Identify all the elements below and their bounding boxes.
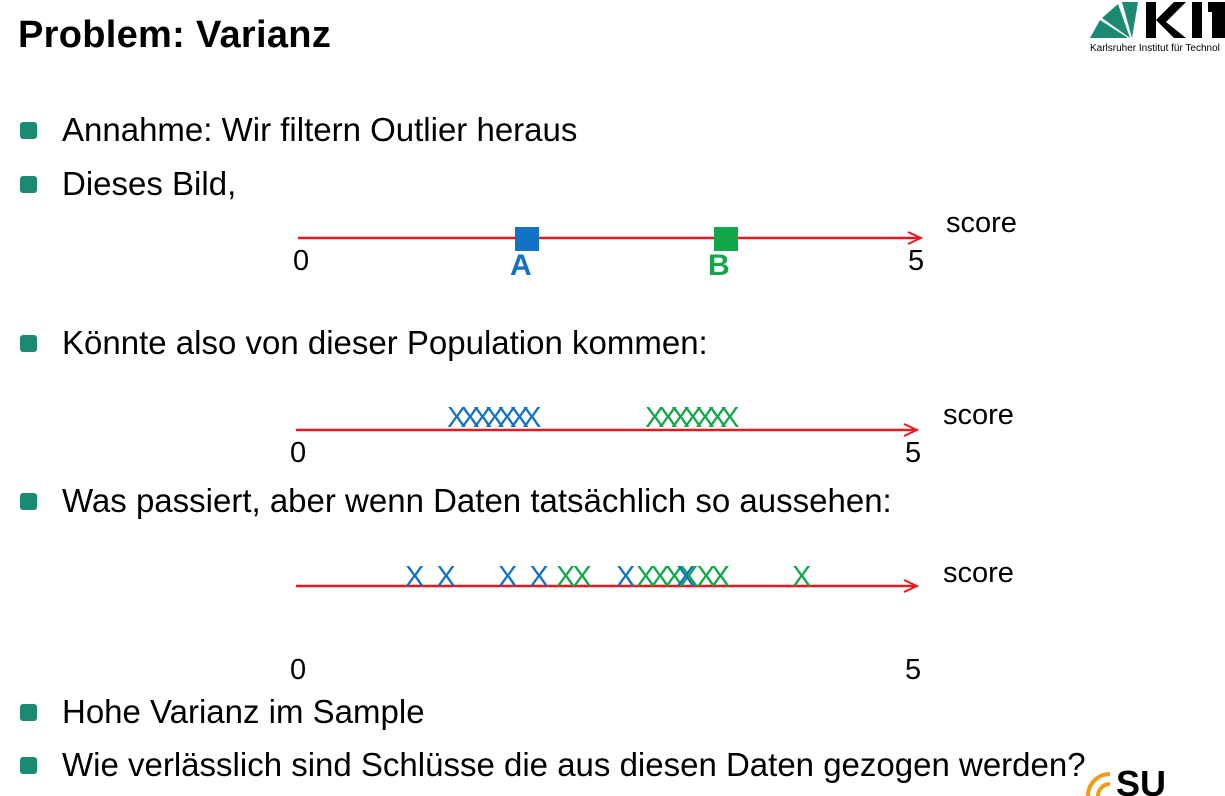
- marker-a: [515, 227, 539, 251]
- marker-a-label: A: [510, 249, 532, 282]
- footer-logo: SU: [1086, 763, 1166, 796]
- sample-green: X: [792, 561, 812, 593]
- axis-label: score: [946, 207, 1017, 239]
- bullet-text: Was passiert, aber wenn Daten tatsächlic…: [62, 482, 892, 519]
- population-green: X XXXXXX: [645, 402, 740, 434]
- sample-green: XX: [556, 561, 592, 593]
- sample-blue: X: [616, 561, 636, 593]
- axis-label: score: [943, 399, 1014, 431]
- axis-start-label: 0: [290, 437, 307, 469]
- bullet-text: Könnte also von dieser Population kommen…: [62, 324, 708, 361]
- bullet-item: Hohe Varianz im Sample: [20, 693, 425, 731]
- axis-start-label: 0: [293, 245, 310, 277]
- kit-logo: [1090, 2, 1225, 38]
- bullet-marker: [20, 121, 37, 139]
- axis-label: score: [943, 557, 1014, 589]
- axis-end-label: 5: [908, 245, 925, 277]
- sample-green: XXXX XX: [636, 561, 730, 593]
- population-blue: X XXXXXX: [447, 402, 542, 434]
- sample-blue: X X: [405, 561, 458, 593]
- bullet-marker: [20, 703, 37, 721]
- marker-b: [714, 227, 738, 251]
- axis-end-label: 5: [905, 654, 922, 686]
- axis-start-label: 0: [290, 654, 307, 686]
- bullet-text: Hohe Varianz im Sample: [62, 693, 425, 730]
- bullet-item: Annahme: Wir filtern Outlier heraus: [20, 111, 577, 149]
- bullet-text: Dieses Bild,: [62, 165, 237, 202]
- bullet-text: Wie verlässlich sind Schlüsse die aus di…: [62, 746, 1086, 783]
- page-title: Problem: Varianz: [18, 14, 332, 56]
- marker-b-label: B: [708, 249, 730, 282]
- bullet-text: Annahme: Wir filtern Outlier heraus: [62, 111, 578, 148]
- axis-end-label: 5: [905, 437, 922, 469]
- sample-blue: X: [676, 561, 696, 593]
- bullet-marker: [20, 756, 37, 774]
- bullet-marker: [20, 334, 37, 352]
- bullet-marker: [20, 492, 37, 510]
- bullet-item: Dieses Bild,: [20, 165, 236, 203]
- bullet-item: Könnte also von dieser Population kommen…: [20, 324, 708, 362]
- sample-blue: X X: [498, 561, 551, 593]
- svg-text:SU: SU: [1116, 763, 1166, 796]
- logo-caption: Karlsruher Institut für Technol: [1090, 43, 1220, 54]
- bullet-item: Was passiert, aber wenn Daten tatsächlic…: [20, 482, 892, 520]
- bullet-item: Wie verlässlich sind Schlüsse die aus di…: [20, 746, 1086, 784]
- bullet-marker: [20, 175, 37, 193]
